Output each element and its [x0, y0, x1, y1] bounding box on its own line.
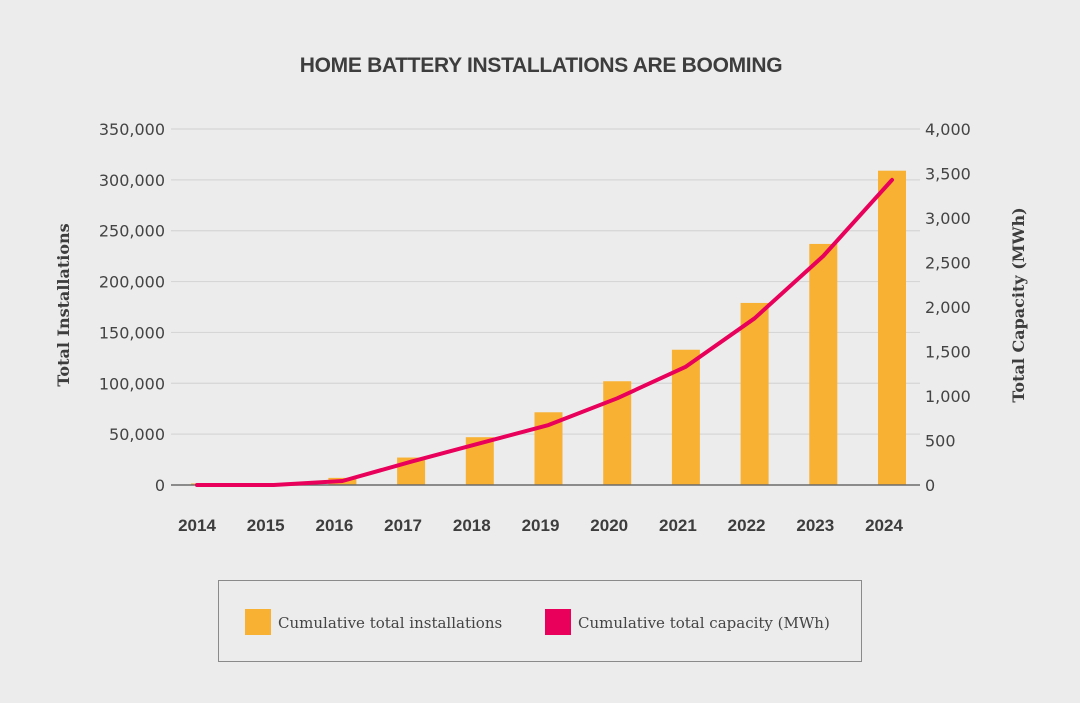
x-tick-label: 2016 — [315, 516, 353, 535]
x-tick-label: 2021 — [659, 516, 697, 535]
right-tick-label: 1,500 — [925, 343, 971, 362]
x-tick-label: 2023 — [796, 516, 834, 535]
legend-swatch-capacity — [545, 609, 571, 635]
x-tick-label: 2022 — [728, 516, 766, 535]
right-tick-label: 2,500 — [925, 254, 971, 273]
capacity-point-2014 — [196, 484, 198, 486]
left-axis-label: Total Installations — [54, 223, 73, 386]
bar-2022 — [740, 302, 769, 485]
x-tick-label: 2015 — [247, 516, 285, 535]
legend-label-installations: Cumulative total installations — [278, 614, 502, 632]
right-tick-label: 3,500 — [925, 165, 971, 184]
capacity-point-2016 — [341, 480, 343, 482]
right-tick-label: 1,000 — [925, 387, 971, 406]
chart-title: HOME BATTERY INSTALLATIONS ARE BOOMING — [300, 54, 782, 77]
right-tick-label: 4,000 — [925, 120, 971, 139]
right-axis-label: Total Capacity (MWh) — [1009, 207, 1028, 402]
left-tick-label: 150,000 — [99, 323, 165, 342]
capacity-point-2019 — [548, 424, 549, 426]
x-tick-label: 2018 — [453, 516, 491, 535]
capacity-point-2021 — [685, 366, 687, 368]
left-tick-label: 100,000 — [99, 374, 165, 393]
gridlines — [171, 128, 920, 435]
right-tick-label: 0 — [925, 476, 935, 495]
right-tick-label: 500 — [925, 432, 956, 451]
left-tick-label: 250,000 — [99, 222, 165, 241]
left-tick-label: 0 — [155, 476, 165, 495]
capacity-point-2023 — [822, 255, 824, 257]
right-axis-ticks: 0 500 1,000 1,500 2,000 2,500 3,000 3,500 4,000 — [925, 120, 971, 495]
capacity-point-2017 — [410, 461, 412, 463]
x-tick-label: 2019 — [522, 516, 560, 535]
x-axis-ticks: 2014 2015 2016 2017 2018 2019 2020 2021 2022 2023… — [178, 516, 903, 535]
bar-2024 — [878, 170, 906, 485]
capacity-point-2018 — [479, 442, 481, 444]
bars — [191, 170, 906, 485]
left-tick-label: 200,000 — [99, 273, 165, 292]
capacity-point-2020 — [616, 397, 618, 399]
right-tick-label: 3,000 — [925, 209, 971, 228]
x-tick-label: 2017 — [384, 516, 422, 535]
x-tick-label: 2024 — [865, 516, 903, 535]
left-tick-label: 350,000 — [99, 120, 165, 139]
right-tick-label: 2,000 — [925, 298, 971, 317]
left-tick-label: 50,000 — [109, 425, 165, 444]
capacity-point-2022 — [754, 317, 756, 319]
capacity-point-2024 — [891, 179, 893, 181]
x-tick-label: 2014 — [178, 516, 216, 535]
legend: Cumulative total installations Cumulativ… — [218, 580, 862, 662]
legend-swatch-installations — [245, 609, 271, 635]
capacity-line — [195, 177, 894, 487]
legend-label-capacity: Cumulative total capacity (MWh) — [578, 614, 830, 632]
left-axis-ticks: 0 50,000 100,000 150,000 200,000 250,000 300,0… — [99, 120, 165, 495]
left-tick-label: 300,000 — [99, 171, 165, 190]
bar-2023 — [809, 243, 838, 485]
capacity-point-2015 — [273, 484, 275, 486]
x-tick-label: 2020 — [590, 516, 628, 535]
legend-box — [218, 580, 862, 662]
